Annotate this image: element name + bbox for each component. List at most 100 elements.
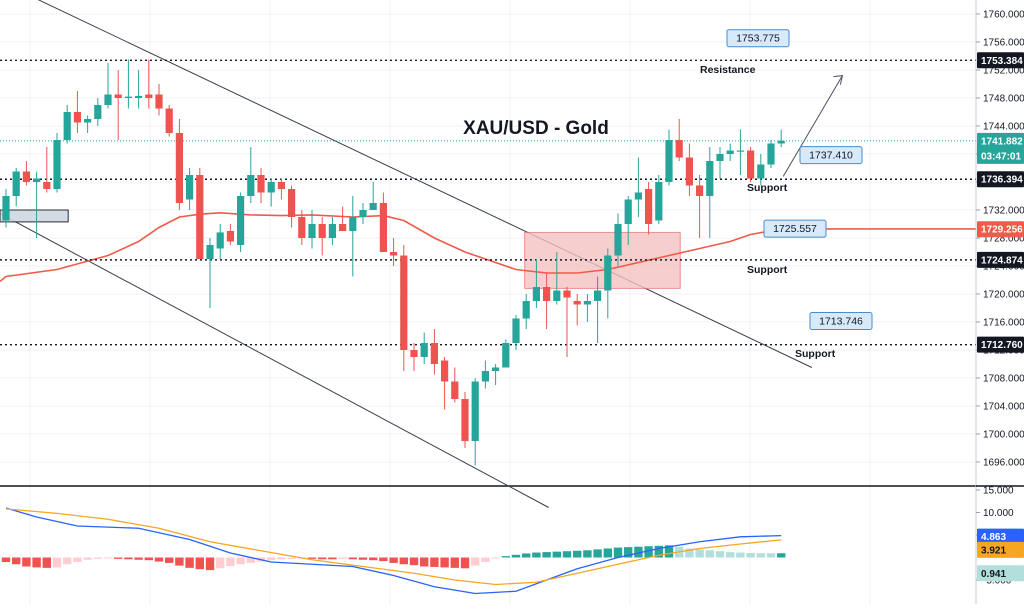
support-level-3-label-bg — [977, 336, 1024, 353]
macd-histogram-bar — [420, 557, 429, 567]
candle-body — [726, 150, 734, 154]
macd-histogram-bar — [552, 551, 561, 558]
candle-body — [288, 189, 296, 217]
macd-histogram-bar — [450, 557, 459, 568]
macd-histogram-bar — [777, 553, 786, 558]
candle-body — [379, 203, 387, 252]
candle-body — [145, 94, 153, 98]
macd-histogram-bar — [542, 552, 551, 558]
histogram-value-label: 0.941 — [981, 569, 1006, 580]
candle-body — [441, 360, 449, 382]
macd-histogram-bar — [114, 557, 123, 559]
candle-body — [532, 287, 540, 301]
macd-histogram-bar — [205, 557, 215, 571]
levels — [0, 59, 976, 346]
projection-arrow-head — [833, 75, 844, 85]
candle-body — [84, 119, 92, 123]
candle-body — [186, 175, 194, 200]
candle-body — [155, 94, 163, 109]
candle-body — [318, 224, 326, 238]
macd-histogram-bar — [634, 546, 643, 558]
candle-body — [655, 182, 663, 221]
macd-axis-tick-label: 10.000 — [983, 508, 1014, 519]
macd-histogram-bar — [277, 557, 286, 560]
macd-histogram-bar — [522, 553, 531, 558]
macd-histogram-bar — [63, 557, 72, 565]
candle-body — [594, 290, 602, 301]
macd-histogram-bar — [348, 557, 357, 560]
support-level-2-label: 1724.874 — [981, 255, 1023, 266]
candle-body — [53, 140, 61, 189]
candle-body — [624, 199, 632, 224]
candle-body — [226, 231, 234, 242]
candle-body — [73, 112, 81, 123]
macd-histogram-bar — [624, 547, 633, 558]
candle-body — [237, 196, 245, 245]
candle-body — [359, 210, 367, 217]
candle-body — [492, 367, 500, 371]
candle-body — [502, 343, 510, 368]
candle-body — [614, 224, 622, 256]
candle-body — [410, 350, 418, 357]
price-axis[interactable]: 1760.000 1756.000 1752.000 1748.000 1744.000… — [975, 0, 1024, 604]
macd-histogram-bar — [267, 557, 276, 561]
macd-histogram-bar — [32, 557, 41, 568]
macd-histogram-bar — [726, 552, 735, 558]
left-zone — [0, 209, 69, 223]
candle-body — [675, 140, 683, 158]
macd-histogram-bar — [460, 557, 470, 569]
support-level-2-label-bg — [977, 251, 1024, 268]
countdown-label: 03:47:01 — [981, 151, 1021, 162]
macd-histogram-bar — [532, 552, 541, 558]
current-price-label-bg — [977, 132, 1024, 149]
candle-body — [634, 192, 642, 200]
macd-line — [5, 507, 782, 595]
candle-body — [124, 96, 132, 98]
macd-histogram-bar — [124, 557, 133, 560]
macd-histogram-bar — [103, 557, 113, 559]
candle-body — [522, 301, 530, 319]
candle-body — [339, 224, 347, 231]
channel-upper-line — [37, 0, 813, 368]
macd-value-label: 4.863 — [981, 532, 1006, 543]
macd-histogram-bar — [562, 551, 572, 558]
chart-title: XAU/USD - Gold — [463, 118, 609, 139]
support-level-1-label: 1736.394 — [981, 175, 1023, 186]
candle-body — [165, 108, 173, 133]
candle-body — [328, 224, 336, 238]
candle-body — [206, 245, 214, 259]
macd-histogram-bar — [73, 557, 82, 562]
macd-histogram-bar — [603, 548, 612, 558]
axis-tick-label: 1760.000 — [983, 10, 1024, 21]
axis-tick-label: 1756.000 — [983, 38, 1024, 49]
candle-body — [461, 399, 469, 441]
candle-body — [481, 371, 489, 382]
candle-body — [736, 150, 744, 152]
candle-body — [33, 178, 41, 182]
ma-polyline — [0, 211, 782, 283]
candle-body — [512, 318, 520, 343]
candle-body — [757, 164, 765, 179]
macd-histogram-bar — [12, 557, 21, 565]
candle-body — [104, 94, 112, 105]
axis-tick-label: 1728.000 — [983, 234, 1024, 245]
macd-histogram-bar — [216, 557, 225, 569]
macd-axis-tick-label: 15.000 — [983, 486, 1014, 497]
macd-histogram-bar — [440, 557, 449, 568]
macd-histogram-bar — [399, 557, 408, 565]
axis-tick-label: 1708.000 — [983, 374, 1024, 385]
projection-arrow — [782, 75, 843, 177]
channel-lower-line — [0, 213, 549, 508]
candle-body — [543, 287, 551, 301]
resistance-level-label-bg — [977, 52, 1024, 69]
callout-1725: 1725.557 — [773, 223, 817, 235]
histogram-value-label-bg — [977, 565, 1024, 582]
support-label-3: Support — [795, 348, 836, 360]
support-label-2: Support — [747, 264, 788, 276]
macd-histogram-bar — [481, 557, 490, 562]
macd-histogram-bar — [685, 548, 694, 558]
axis-tick-label: 1720.000 — [983, 290, 1024, 301]
macd-pane — [1, 507, 786, 595]
support-level-3-label: 1712.760 — [981, 340, 1023, 351]
candle-body — [747, 150, 755, 179]
